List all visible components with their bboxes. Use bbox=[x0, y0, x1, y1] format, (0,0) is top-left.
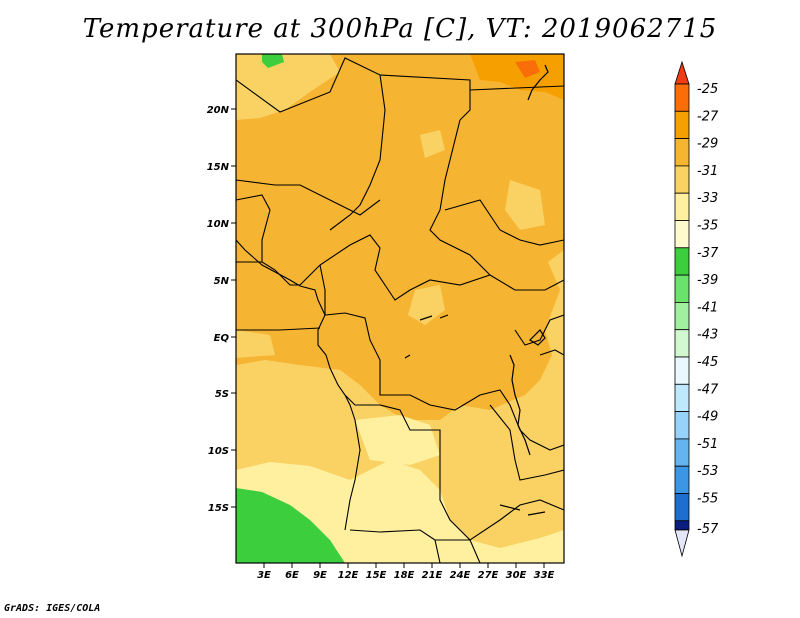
lat-label: 10S bbox=[208, 446, 229, 457]
colorbar-swatch bbox=[674, 329, 690, 358]
lat-label: 15N bbox=[207, 162, 230, 173]
coastline bbox=[236, 239, 356, 421]
lon-label: 6E bbox=[285, 570, 299, 581]
colorbar-swatch bbox=[674, 192, 690, 221]
colorbar-swatch bbox=[674, 138, 690, 167]
colorbar-swatch bbox=[674, 110, 690, 140]
lat-label: EQ bbox=[214, 333, 230, 344]
colorbar-label: -25 bbox=[697, 82, 718, 97]
lon-label: 30E bbox=[506, 570, 527, 581]
lon-label: 9E bbox=[313, 570, 327, 581]
colorbar-bottom-arrow bbox=[674, 529, 690, 558]
temp-field-patch-1 bbox=[408, 285, 445, 325]
lat-label: 20N bbox=[207, 105, 230, 116]
colorbar-label: -49 bbox=[697, 410, 718, 425]
lon-label: 15E bbox=[366, 570, 387, 581]
lat-label: 15S bbox=[208, 503, 229, 514]
colorbar-swatch bbox=[674, 438, 690, 467]
colorbar-swatch bbox=[674, 520, 690, 531]
colorbar-swatch bbox=[674, 383, 690, 412]
colorbar-label: -33 bbox=[697, 191, 718, 206]
map-frame bbox=[235, 53, 565, 564]
colorbar-swatch bbox=[674, 247, 690, 276]
lakes bbox=[404, 64, 549, 516]
colorbar-label: -51 bbox=[697, 437, 718, 452]
colorbar-label: -45 bbox=[697, 355, 718, 370]
lon-label: 27E bbox=[478, 570, 499, 581]
colorbar-swatch bbox=[674, 220, 690, 249]
lon-label: 21E bbox=[422, 570, 443, 581]
grads-credit: GrADS: IGES/COLA bbox=[4, 603, 101, 614]
colorbar-swatch bbox=[674, 165, 690, 194]
temp-field-patch-3 bbox=[420, 130, 445, 158]
colorbar-label: -37 bbox=[697, 246, 719, 261]
lat-label: 10N bbox=[207, 219, 230, 230]
colorbar-label: -39 bbox=[697, 273, 718, 288]
temp-field-patch-2 bbox=[505, 180, 545, 230]
colorbar-swatch bbox=[674, 274, 690, 303]
lon-label: 24E bbox=[450, 570, 471, 581]
colorbar-swatch bbox=[674, 83, 690, 112]
colorbar-label: -55 bbox=[697, 492, 718, 507]
lon-label: 33E bbox=[534, 570, 555, 581]
temp-field-nw-light bbox=[236, 54, 340, 120]
colorbar-label: -53 bbox=[697, 464, 718, 479]
temp-field-patch-4 bbox=[236, 330, 275, 358]
colorbar: -25 -27 -29 -31 -33 -35 -37 -39 -41 -43 … bbox=[674, 60, 719, 558]
lon-label: 3E bbox=[257, 570, 271, 581]
colorbar-swatch bbox=[674, 465, 690, 494]
lon-label: 12E bbox=[338, 570, 359, 581]
colorbar-label: -29 bbox=[697, 137, 718, 152]
longitude-axis: 3E 6E 9E 12E 15E 18E 21E 24E 27E 30E 33E bbox=[257, 563, 555, 581]
colorbar-swatch bbox=[674, 493, 690, 522]
temp-field-green-sw bbox=[236, 488, 345, 563]
country-borders bbox=[236, 57, 564, 563]
temp-field-cool-2 bbox=[355, 415, 440, 465]
lat-label: 5S bbox=[215, 389, 229, 400]
colorbar-label: -27 bbox=[697, 109, 719, 124]
colorbar-swatch bbox=[674, 301, 690, 331]
temp-field-hot-spot bbox=[515, 60, 540, 78]
colorbar-label: -35 bbox=[697, 219, 718, 234]
colorbar-label: -31 bbox=[697, 164, 718, 179]
lat-label: 5N bbox=[214, 276, 230, 287]
latitude-axis: 20N 15N 10N 5N EQ 5S 10S 15S bbox=[207, 105, 236, 514]
temp-field-green-nw bbox=[262, 54, 284, 68]
lon-label: 18E bbox=[394, 570, 415, 581]
chart-title: Temperature at 300hPa [C], VT: 201906271… bbox=[82, 14, 718, 44]
colorbar-label: -41 bbox=[697, 300, 718, 315]
colorbar-swatch bbox=[674, 411, 690, 440]
temp-field-hot-ne bbox=[470, 54, 564, 100]
colorbar-label: -47 bbox=[697, 382, 719, 397]
map-plot-area bbox=[236, 54, 564, 563]
colorbar-label: -43 bbox=[697, 328, 718, 343]
colorbar-top-arrow bbox=[674, 60, 690, 85]
colorbar-label: -57 bbox=[697, 522, 719, 537]
colorbar-swatch bbox=[674, 356, 690, 385]
